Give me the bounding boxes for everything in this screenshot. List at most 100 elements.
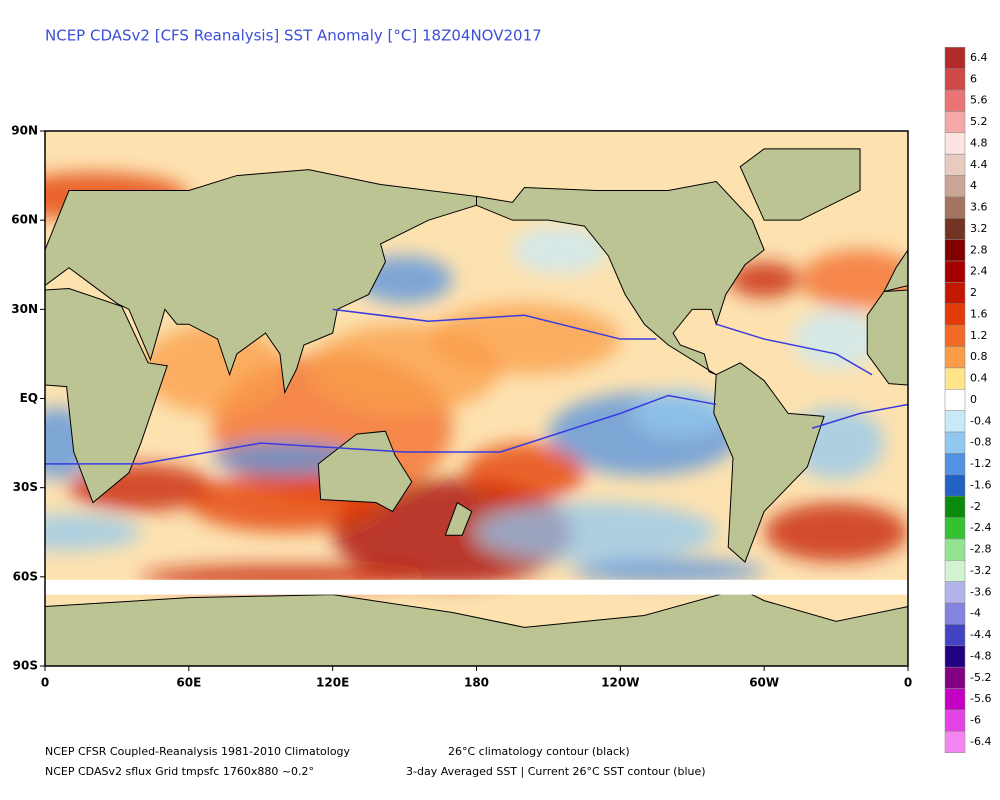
colorbar-swatch [944, 324, 966, 347]
colorbar-swatch [944, 132, 966, 155]
lon-label: 60E [176, 676, 201, 690]
colorbar-label: 2.4 [970, 265, 988, 278]
colorbar-label: -5.2 [970, 671, 991, 684]
colorbar-swatch [944, 196, 966, 219]
colorbar-label: 4 [970, 179, 977, 192]
colorbar-swatch [944, 645, 966, 668]
colorbar-label: -2.4 [970, 521, 991, 534]
lon-label: 60W [749, 676, 779, 690]
colorbar-label: 0.8 [970, 350, 988, 363]
colorbar-swatch [944, 47, 966, 69]
colorbar-swatch [944, 666, 966, 689]
colorbar-swatch [944, 153, 966, 176]
colorbar-swatch [944, 410, 966, 433]
lon-label: 120W [601, 676, 639, 690]
land-mass [444, 501, 473, 536]
colorbar-label: -6.4 [970, 735, 991, 748]
colorbar-label: -4.4 [970, 628, 991, 641]
colorbar-swatch [944, 239, 966, 262]
anomaly-blob [764, 502, 908, 562]
colorbar-label: -5.6 [970, 692, 991, 705]
sst-contour [811, 403, 908, 429]
colorbar-swatch [944, 431, 966, 454]
colorbar-label: -4.8 [970, 649, 991, 662]
anomaly-blob [464, 443, 585, 503]
colorbar: 6.4 6 5.6 5.2 4.8 4.4 4 3.6 3.2 2.8 2.4 2 1.6 1.2 0.8 0… [944, 47, 991, 753]
colorbar-swatch [944, 453, 966, 476]
lon-label: 0 [904, 676, 912, 690]
lat-label: 30N [11, 302, 38, 316]
land [45, 148, 908, 666]
colorbar-swatch [944, 89, 966, 112]
anomaly-blob [800, 249, 908, 310]
colorbar-label: 6 [970, 72, 977, 85]
colorbar-swatch [944, 282, 966, 305]
anomaly-field [45, 172, 908, 589]
colorbar-label: -0.4 [970, 414, 991, 427]
colorbar-swatch [944, 175, 966, 198]
land-mass [713, 362, 825, 563]
footer-left: NCEP CDASv2 sflux Grid tmpsfc 1760x880 ~… [45, 765, 314, 778]
anomaly-blob [572, 559, 765, 583]
colorbar-label: 5.6 [970, 94, 988, 107]
colorbar-label: -4 [970, 607, 981, 620]
colorbar-label: -2.8 [970, 543, 991, 556]
land-mass [45, 169, 477, 395]
land-mass [883, 248, 908, 293]
anomaly-blob [428, 303, 621, 375]
colorbar-swatch [944, 709, 966, 732]
colorbar-label: 2.8 [970, 243, 988, 256]
colorbar-label: -3.6 [970, 585, 991, 598]
sea-ice [45, 579, 908, 595]
colorbar-label: 2 [970, 286, 977, 299]
sst-contour [332, 308, 657, 340]
colorbar-swatch [944, 68, 966, 91]
map [45, 131, 908, 666]
colorbar-swatch [944, 624, 966, 647]
anomaly-blob [792, 309, 880, 369]
colorbar-label: 1.6 [970, 307, 988, 320]
land-mass [866, 289, 908, 386]
footer-left: NCEP CFSR Coupled-Reanalysis 1981-2010 C… [45, 745, 351, 758]
colorbar-swatch [944, 474, 966, 497]
colorbar-swatch [944, 688, 966, 711]
colorbar-label: -0.8 [970, 436, 991, 449]
anomaly-blob [512, 226, 609, 274]
contours [45, 308, 908, 465]
colorbar-label: 4.8 [970, 136, 988, 149]
colorbar-label: -6 [970, 714, 981, 727]
lat-label: EQ [20, 391, 38, 405]
colorbar-swatch [944, 346, 966, 369]
colorbar-swatch [944, 111, 966, 134]
colorbar-swatch [944, 495, 966, 518]
lat-label: 60N [11, 213, 38, 227]
title: NCEP CDASv2 [CFS Reanalysis] SST Anomaly… [45, 27, 542, 45]
anomaly-blob [45, 514, 141, 551]
colorbar-swatch [944, 260, 966, 283]
land-mass [476, 180, 765, 376]
colorbar-swatch [944, 218, 966, 240]
colorbar-label: -1.6 [970, 478, 991, 491]
colorbar-label: 5.2 [970, 115, 988, 128]
colorbar-label: 4.4 [970, 158, 988, 171]
colorbar-swatch [944, 602, 966, 625]
colorbar-swatch [944, 581, 966, 604]
lat-label: 30S [13, 480, 38, 494]
colorbar-swatch [944, 517, 966, 540]
land-mass [45, 288, 168, 504]
lat-label: 90S [13, 659, 38, 673]
colorbar-label: 3.6 [970, 201, 988, 214]
colorbar-label: 3.2 [970, 222, 988, 235]
lon-label: 0 [41, 676, 49, 690]
colorbar-swatch [944, 538, 966, 561]
colorbar-swatch [944, 303, 966, 326]
land-mass [739, 148, 861, 221]
lat-label: 90N [11, 124, 38, 138]
colorbar-swatch [944, 560, 966, 582]
colorbar-label: 6.4 [970, 51, 988, 64]
colorbar-label: 1.2 [970, 329, 988, 342]
anomaly-blob [728, 261, 801, 298]
